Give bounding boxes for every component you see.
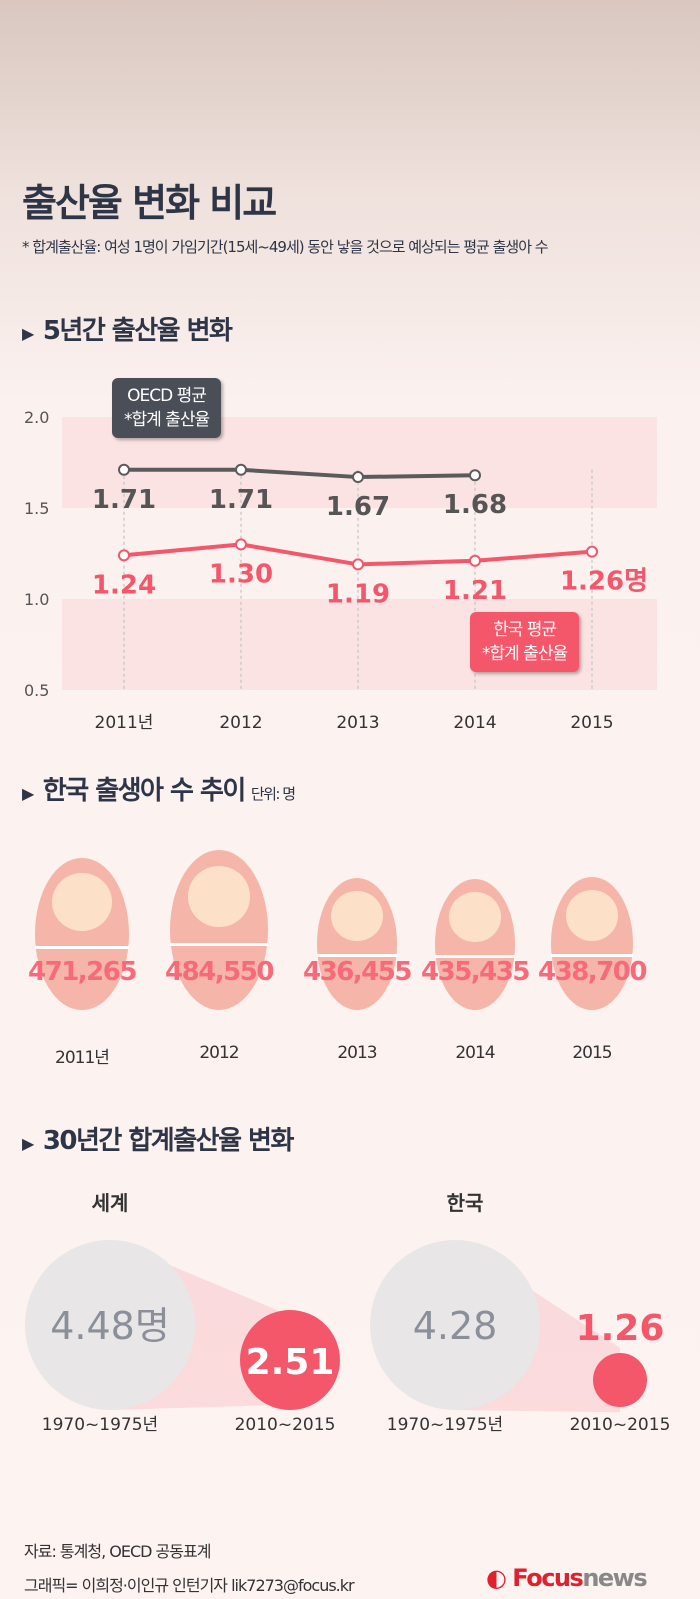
data-point [586,545,598,558]
x-tick-label: 2011년 [95,713,154,733]
recent-bubble [593,1353,647,1407]
source-text: 자료: 통계청, OECD 공동표계 [24,1542,211,1561]
past-value: 4.28 [413,1304,498,1348]
y-tick-label: 1.5 [24,499,49,518]
data-label: 1.68 [443,490,507,520]
births-value: 484,550 [165,957,274,987]
x-tick-label: 2013 [336,713,379,733]
baby-icon [170,850,268,1010]
definition-note: * 합계출산율: 여성 1명이 가임기간(15세~49세) 동안 낳을 것으로 … [22,238,549,256]
baby-icon [434,878,516,1010]
x-tick-label: 2014 [453,713,496,733]
data-label: 1.67 [326,492,390,522]
year-label: 2014 [455,1043,495,1063]
y-tick-label: 1.0 [24,590,49,609]
oecd-legend-bubble: OECD 평균 *합계 출산율 [112,378,222,438]
series-line [124,467,476,480]
births-value: 435,435 [421,957,530,987]
x-tick-label: 2012 [219,713,262,733]
baby-icon [35,857,129,1010]
focusnews-logo: ◐ Focusnews [486,1564,648,1592]
section-title-5yr: ▶ 5년간 출산율 변화 [22,316,233,346]
data-label: 1.30 [209,559,273,589]
births-value: 438,700 [538,957,647,987]
recent-bubble [240,1310,340,1410]
recent-value: 2.51 [246,1342,335,1383]
births-value: 436,455 [303,957,412,987]
data-point [235,463,247,476]
data-point [469,554,481,567]
data-label: 1.24 [92,570,156,600]
past-bubble [25,1240,195,1410]
year-label: 2012 [199,1043,239,1063]
data-label: 1.21 [443,576,507,606]
triangle-icon: ▶ [22,1134,34,1153]
y-tick-label: 2.0 [24,408,49,427]
data-point [352,558,364,571]
triangle-icon: ▶ [22,784,34,803]
period-label: 2010~2015 [235,1415,336,1435]
data-label: 1.19 [326,579,390,609]
line-chart: 2.0 1.5 1.0 0.5 2011년 2012 2013 2014 2015 1.71 1.7… [24,408,657,733]
section-title-30yr: ▶ 30년간 합계출산율 변화 [22,1126,294,1156]
recent-value: 1.26 [576,1308,665,1349]
group-name: 세계 [92,1191,129,1215]
triangle-icon: ▶ [22,324,34,343]
page-title: 출산율 변화 비교 [22,181,277,225]
year-label: 2015 [572,1043,612,1063]
data-point [469,469,481,482]
korea-legend-bubble: 한국 평균 *합계 출산율 [470,612,580,672]
y-tick-label: 0.5 [24,681,49,700]
data-label: 1.71 [209,485,273,515]
data-point [352,471,364,484]
data-point [118,463,130,476]
period-label: 1970~1975년 [387,1415,503,1435]
data-point [235,538,247,551]
baby-icon [316,878,398,1010]
period-label: 1970~1975년 [42,1415,158,1435]
past-value: 4.48명 [50,1304,170,1348]
year-label: 2013 [337,1043,377,1063]
period-label: 2010~2015 [570,1415,671,1435]
section-title-births: ▶ 한국 출생아 수 추이 단위: 명 [22,776,296,806]
data-point [118,549,130,562]
bubble-chart: 세계 4.48명 2.51 1970~1975년 2010~2015 한국 4.28 1.26… [25,1191,671,1435]
data-label: 1.26명 [560,567,648,597]
year-label: 2011년 [55,1048,110,1068]
x-tick-label: 2015 [570,713,613,733]
baby-icon [551,876,633,1010]
past-bubble [370,1240,540,1410]
births-value: 471,265 [28,957,137,987]
data-label: 1.71 [92,485,156,515]
group-name: 한국 [447,1191,484,1215]
credit-text: 그래픽= 이희정·이인규 인턴기자 lik7273@focus.kr [24,1576,355,1595]
